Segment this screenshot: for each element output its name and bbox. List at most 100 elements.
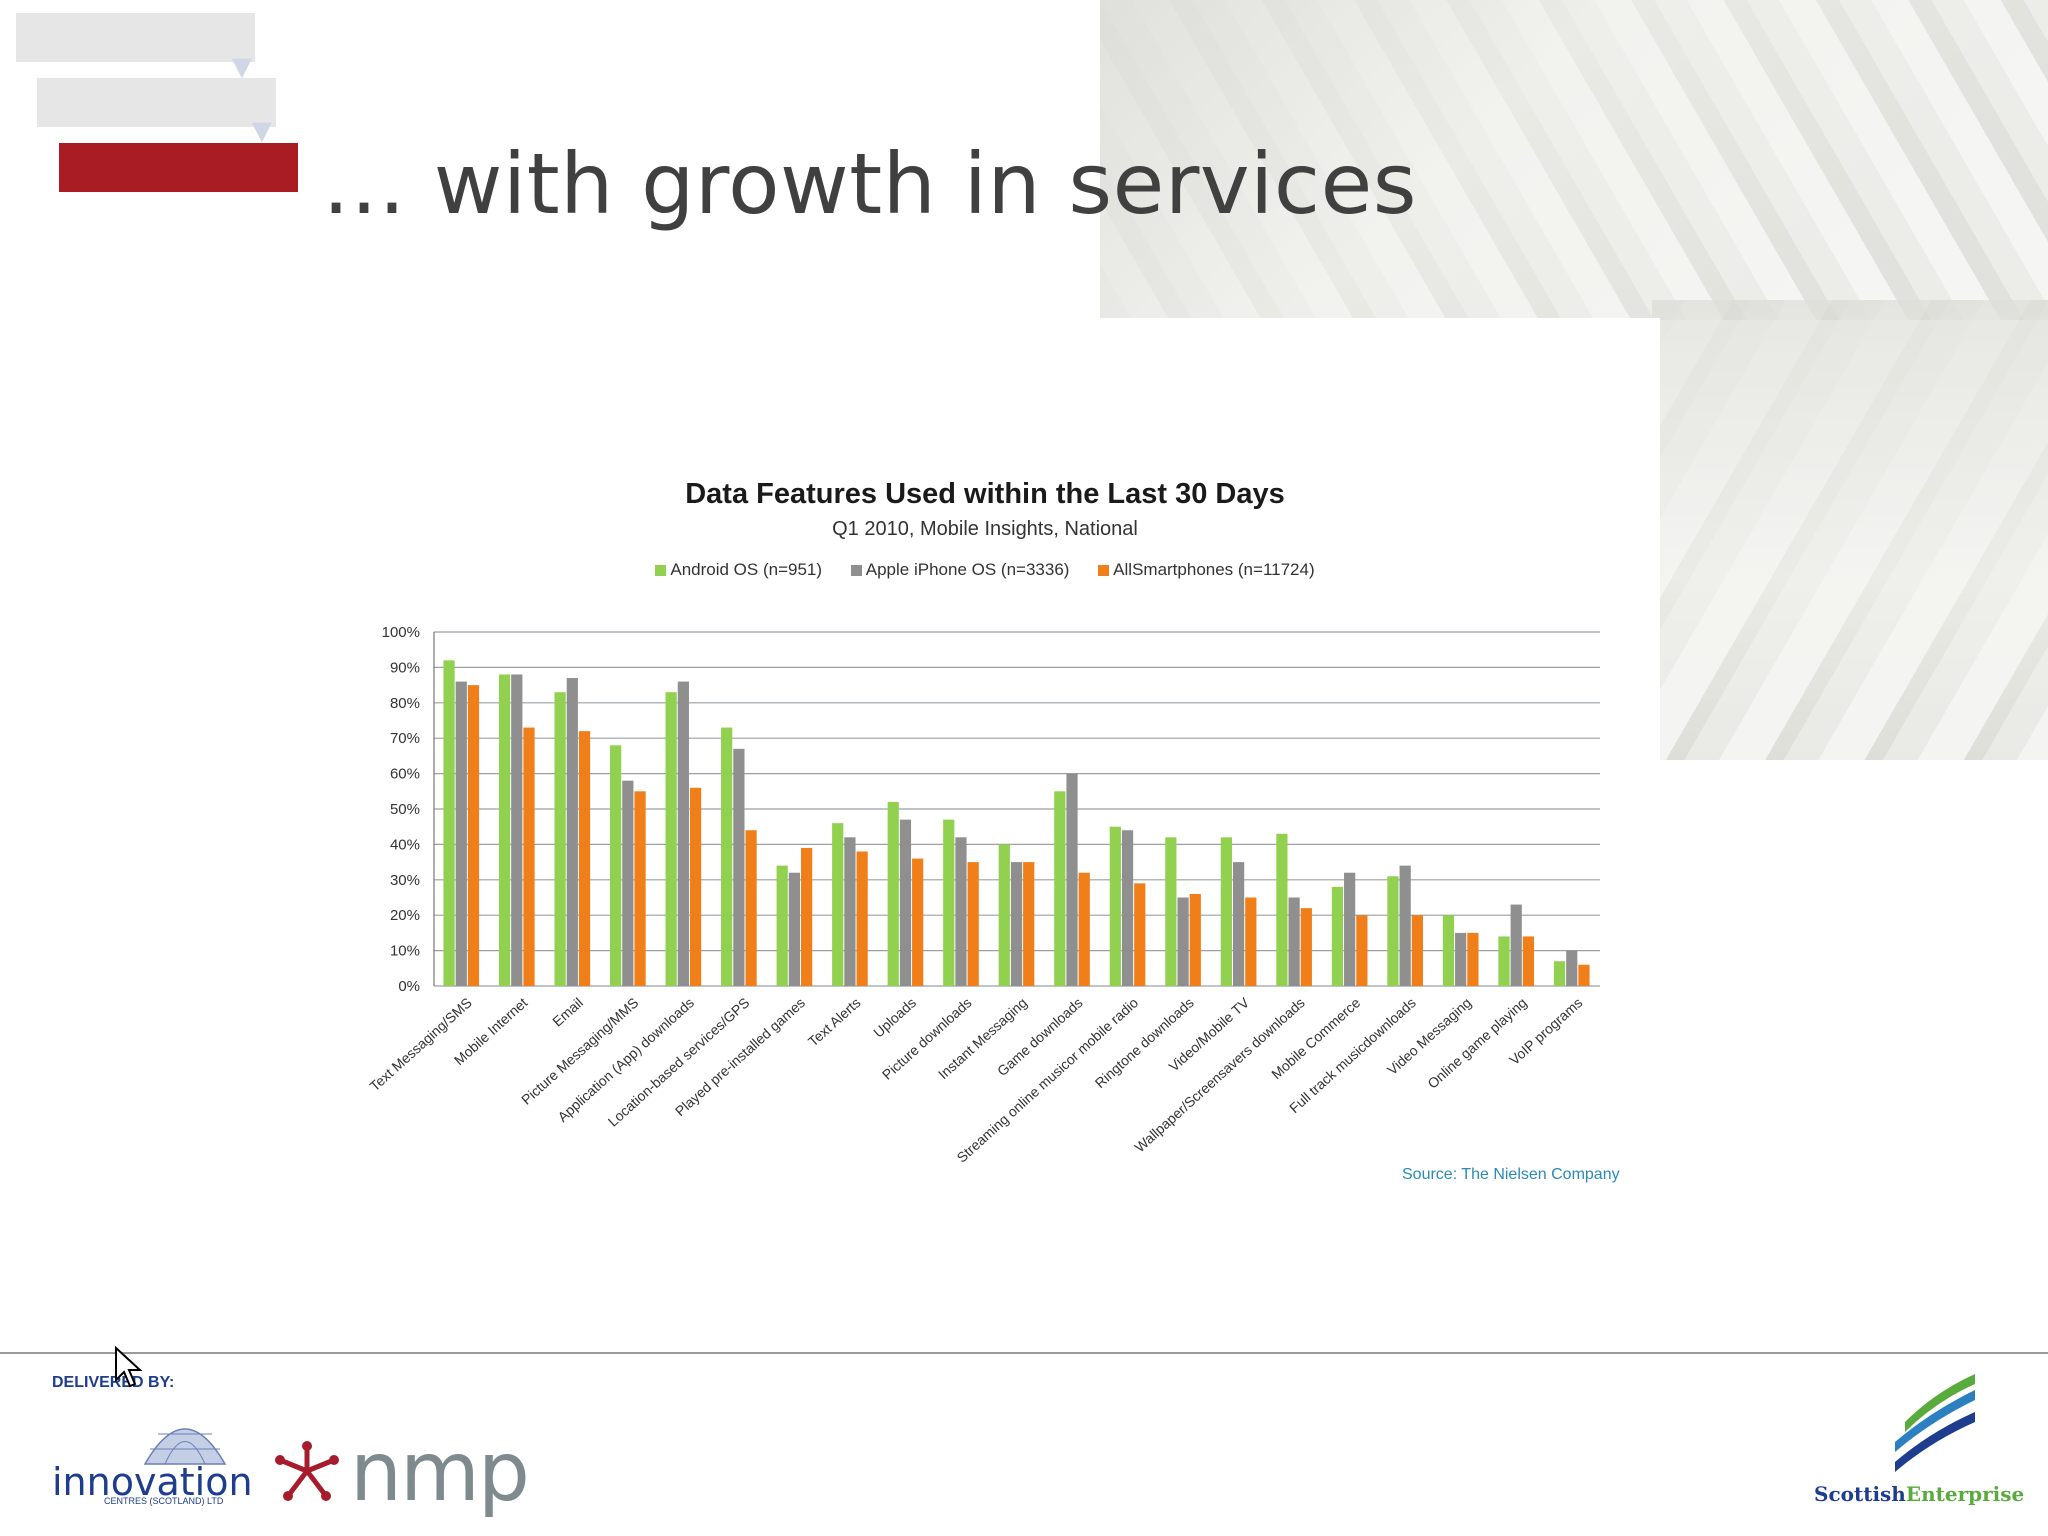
bar-iphone [1177, 897, 1189, 986]
nmp-logo-icon [275, 1441, 339, 1501]
bar-android [443, 660, 455, 986]
bar-iphone [1066, 773, 1078, 986]
y-tick-label: 20% [390, 907, 420, 924]
scottish-word: Scottish [1814, 1482, 1906, 1506]
bar-iphone [955, 837, 967, 986]
source-note: Source: The Nielsen Company [1402, 1166, 1620, 1183]
chart-legend: Android OS (n=951) Apple iPhone OS (n=33… [340, 560, 1630, 580]
bar-iphone [511, 674, 523, 986]
bar-android [1331, 886, 1344, 986]
bar-android [721, 727, 733, 986]
arrow-down-icon: ▼ [245, 112, 279, 150]
globe-logo-icon [143, 1428, 227, 1465]
bar-iphone [677, 681, 689, 986]
nmp-logo-text: nmp [350, 1425, 530, 1520]
bar-iphone [788, 872, 801, 986]
x-tick-label: Text Messaging/SMS [366, 994, 474, 1094]
bar-android [1220, 837, 1232, 986]
bar-all-smartphones [1578, 964, 1590, 986]
footer-divider [0, 1352, 2048, 1354]
bar-iphone [455, 681, 467, 986]
bar-all-smartphones [1189, 893, 1201, 986]
bar-android [554, 692, 566, 986]
bar-all-smartphones [912, 858, 924, 986]
bar-android [665, 692, 677, 986]
bar-iphone [566, 678, 578, 986]
bar-all-smartphones [1134, 883, 1146, 986]
chart-panel: Data Features Used within the Last 30 Da… [340, 318, 1660, 1218]
bar-all-smartphones [1411, 915, 1423, 986]
bar-all-smartphones [1023, 862, 1035, 986]
innovation-logo-text: innovation [52, 1460, 253, 1504]
legend-label: Android OS (n=951) [670, 560, 823, 579]
y-tick-label: 40% [390, 836, 420, 853]
bar-iphone [733, 748, 745, 986]
bar-android [776, 865, 788, 986]
bar-android [1387, 876, 1399, 986]
bar-android [1165, 837, 1177, 986]
background-texture [1100, 0, 2048, 320]
bar-all-smartphones [1078, 872, 1090, 986]
bar-iphone [1344, 872, 1356, 986]
bar-android [943, 819, 955, 986]
delivered-by-label: DELIVERED BY: [52, 1374, 175, 1391]
bar-all-smartphones [1245, 897, 1257, 986]
bar-iphone [1399, 865, 1411, 986]
legend-item-all: AllSmartphones (n=11724) [1098, 560, 1315, 580]
bar-all-smartphones [634, 791, 646, 986]
bar-all-smartphones [689, 787, 702, 986]
bar-chart: 0% 10% 20% 30% 40% 50% 60% 70% 80% 90% 100% Text Me… [366, 624, 1600, 1166]
bar-iphone [899, 819, 912, 986]
legend-label: Apple iPhone OS (n=3336) [865, 560, 1070, 579]
y-tick-label: 80% [390, 695, 420, 712]
bar-all-smartphones [1467, 932, 1479, 986]
bar-iphone [622, 780, 634, 986]
progress-step-2 [37, 78, 276, 127]
x-tick-label: Ringtone downloads [1092, 994, 1197, 1091]
bar-android [832, 823, 844, 986]
y-tick-label: 90% [390, 659, 420, 676]
legend-item-android: Android OS (n=951) [655, 560, 822, 580]
y-tick-label: 70% [390, 730, 420, 747]
progress-step-1 [16, 13, 255, 62]
bar-iphone [1232, 862, 1245, 986]
enterprise-word: Enterprise [1905, 1482, 2025, 1506]
legend-item-iphone: Apple iPhone OS (n=3336) [850, 560, 1070, 580]
bar-all-smartphones [1356, 915, 1368, 986]
bar-iphone [1566, 950, 1578, 986]
bar-iphone [1121, 830, 1134, 986]
progress-step-current [59, 143, 298, 192]
bar-iphone [1510, 904, 1522, 986]
bar-android [998, 844, 1010, 986]
y-tick-label: 60% [390, 766, 420, 783]
chart-title: Data Features Used within the Last 30 Da… [685, 478, 1285, 510]
bar-all-smartphones [856, 851, 868, 986]
bar-all-smartphones [1300, 908, 1312, 986]
x-tick-label: Uploads [870, 994, 919, 1040]
slide-title: … with growth in services [322, 135, 1418, 233]
y-tick-label: 10% [390, 943, 420, 960]
bar-all-smartphones [523, 727, 535, 986]
bar-android [610, 745, 622, 986]
legend-swatch [655, 565, 667, 577]
bar-android [1553, 961, 1566, 986]
bar-android [1054, 791, 1066, 986]
mouse-cursor-icon [115, 1346, 143, 1388]
legend-swatch [850, 565, 862, 577]
bar-all-smartphones [467, 685, 480, 986]
bar-android [1109, 826, 1121, 986]
bar-android [1276, 833, 1288, 986]
scottish-enterprise-logo-text: ScottishEnterprise [1814, 1482, 2024, 1506]
y-tick-label: 30% [390, 872, 420, 889]
bar-all-smartphones [801, 847, 813, 986]
bar-all-smartphones [967, 862, 979, 986]
legend-swatch [1098, 565, 1110, 577]
background-texture-right [1652, 300, 2048, 760]
bar-android [1498, 936, 1510, 986]
x-tick-label: Online game playing [1424, 994, 1530, 1091]
bar-all-smartphones [1522, 936, 1535, 986]
bar-all-smartphones [578, 731, 591, 986]
scottish-enterprise-logo-icon [1895, 1374, 1975, 1472]
bar-android [498, 674, 511, 986]
x-tick-label: Email [549, 994, 586, 1029]
